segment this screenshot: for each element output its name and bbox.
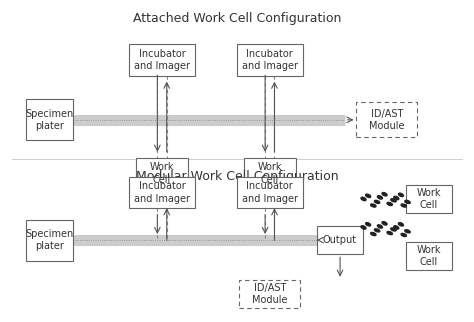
Text: Output: Output (323, 235, 357, 245)
Bar (237, 44, 302, 76)
Text: Work
Cell: Work Cell (417, 245, 441, 267)
Text: Incubator
and Imager: Incubator and Imager (242, 181, 298, 204)
Text: Work
Cell: Work Cell (257, 163, 282, 185)
Text: Incubator
and Imager: Incubator and Imager (134, 49, 190, 71)
Text: ID/AST
Module: ID/AST Module (252, 283, 288, 305)
Ellipse shape (374, 200, 380, 204)
Ellipse shape (401, 204, 407, 207)
Ellipse shape (371, 204, 376, 207)
Bar (137, 158, 188, 189)
Ellipse shape (365, 223, 371, 226)
Ellipse shape (405, 230, 410, 233)
Text: Incubator
and Imager: Incubator and Imager (242, 49, 298, 71)
Bar (406, 185, 453, 213)
Bar (239, 280, 300, 308)
Ellipse shape (377, 196, 383, 199)
Ellipse shape (387, 203, 392, 205)
Bar (237, 177, 302, 208)
Ellipse shape (361, 226, 366, 229)
Ellipse shape (361, 197, 366, 201)
Text: ID/AST
Module: ID/AST Module (369, 109, 405, 131)
Text: Incubator
and Imager: Incubator and Imager (134, 181, 190, 204)
Ellipse shape (391, 228, 396, 231)
Text: Work
Cell: Work Cell (417, 188, 441, 210)
Text: Specimen
plater: Specimen plater (26, 109, 74, 131)
Text: Attached Work Cell Configuration: Attached Work Cell Configuration (133, 12, 341, 25)
Ellipse shape (394, 226, 399, 229)
Ellipse shape (391, 199, 396, 202)
Bar (26, 99, 73, 140)
Text: Modular Work Cell Configuration: Modular Work Cell Configuration (136, 170, 338, 184)
Ellipse shape (382, 222, 387, 225)
Ellipse shape (399, 193, 403, 196)
Ellipse shape (387, 232, 392, 235)
Bar (406, 242, 453, 270)
Bar (129, 44, 195, 76)
Text: Specimen
plater: Specimen plater (26, 229, 74, 251)
Ellipse shape (374, 229, 380, 232)
Ellipse shape (405, 200, 410, 204)
Bar (129, 177, 195, 208)
Bar (317, 226, 364, 254)
Bar (244, 158, 296, 189)
Ellipse shape (382, 193, 387, 196)
Bar (356, 102, 417, 137)
Ellipse shape (365, 194, 371, 197)
Ellipse shape (401, 233, 407, 237)
Ellipse shape (371, 232, 376, 236)
Ellipse shape (394, 196, 399, 200)
Text: Work
Cell: Work Cell (150, 163, 174, 185)
Ellipse shape (399, 223, 403, 226)
Ellipse shape (377, 225, 383, 228)
Bar (26, 220, 73, 261)
